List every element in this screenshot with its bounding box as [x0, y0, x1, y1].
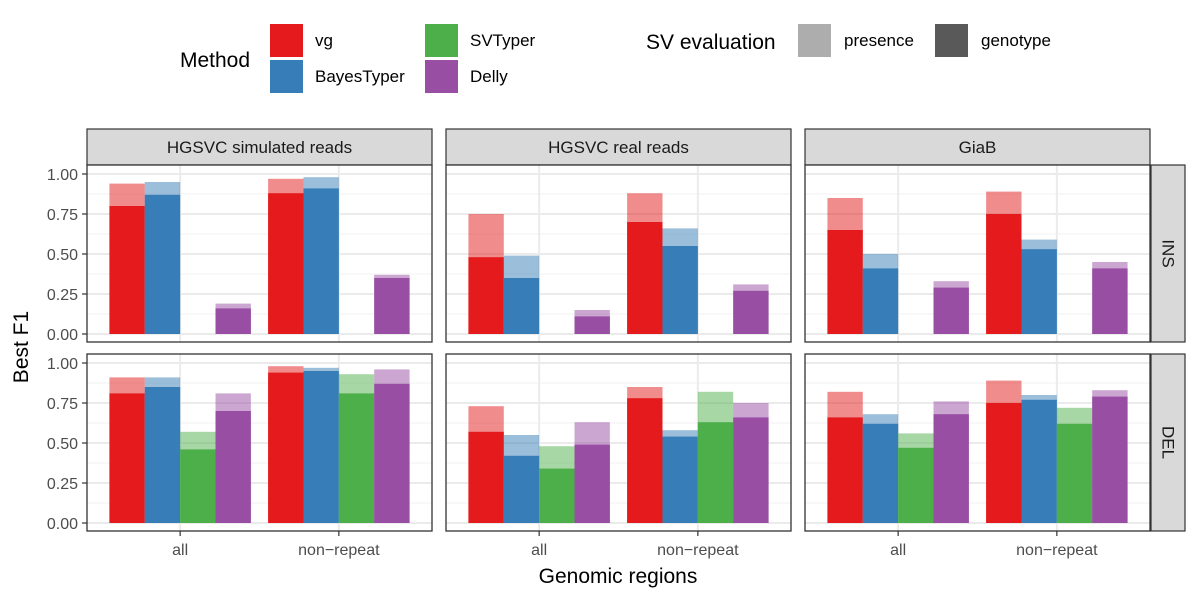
bar-genotype-svtyper-non-repeat: [338, 393, 375, 523]
y-tick-label: 0.25: [47, 476, 78, 493]
bar-genotype-delly-all: [933, 287, 969, 334]
bar-genotype-svtyper-all: [180, 449, 216, 523]
column-strip-hgsvc-real-reads: [445, 128, 792, 166]
panel-ins-giab: [804, 164, 1151, 343]
legend-swatch-vg: [270, 24, 303, 57]
panel-border: [804, 353, 1151, 532]
x-tick-label: non−repeat: [1016, 542, 1098, 559]
legend-evaluation-items: presence genotype: [798, 24, 1051, 57]
bar-genotype-vg-non-repeat: [627, 222, 663, 334]
legend-label-bayestyper: BayesTyper: [315, 67, 405, 86]
y-axis-title: Best F1: [10, 311, 33, 383]
legend-label-svtyper: SVTyper: [470, 31, 536, 50]
panel-ins-hgsvc-real-reads: [445, 164, 792, 343]
bar-genotype-svtyper-non-repeat: [1056, 423, 1093, 523]
legend-method-items: vg BayesTyper SVTyper Delly: [270, 24, 536, 93]
row-strip-label-ins: INS: [1159, 239, 1178, 267]
bar-genotype-vg-non-repeat: [986, 403, 1022, 523]
bar-genotype-vg-non-repeat: [268, 193, 304, 334]
row-strip-ins: [1150, 164, 1186, 343]
legend-evaluation-title: SV evaluation: [646, 31, 776, 54]
bar-genotype-delly-non-repeat: [374, 383, 410, 523]
legend-method-title: Method: [180, 49, 250, 72]
bar-genotype-vg-all: [827, 230, 863, 334]
panels: HGSVC simulated reads HGSVC real reads Gia…: [47, 128, 1186, 559]
bar-genotype-bayestyper-all: [144, 387, 181, 523]
bar-genotype-bayestyper-non-repeat: [1021, 399, 1057, 523]
bar-genotype-bayestyper-all: [862, 423, 899, 523]
bar-genotype-vg-non-repeat: [268, 372, 304, 523]
y-tick-label: 0.50: [47, 436, 78, 453]
bar-genotype-delly-non-repeat: [1092, 268, 1128, 334]
bar-genotype-vg-all: [468, 257, 504, 334]
x-tick-label: all: [890, 542, 906, 559]
y-tick-label: 0.75: [47, 207, 78, 224]
legend-swatch-presence: [798, 24, 831, 57]
bar-genotype-delly-non-repeat: [1092, 396, 1128, 523]
y-tick-label: 1.00: [47, 356, 78, 373]
column-strip-label-hgsvc-simulated-reads: HGSVC simulated reads: [167, 138, 352, 157]
legend-swatch-delly: [425, 60, 458, 93]
panel-ins-hgsvc-simulated-reads: 0.00 0.25 0.50 0.75 1.00: [47, 164, 433, 344]
bar-genotype-vg-all: [468, 431, 504, 523]
y-tick-label: 0.25: [47, 287, 78, 304]
panel-border: [445, 353, 792, 532]
legend-swatch-bayestyper: [270, 60, 303, 93]
legend-label-presence: presence: [844, 31, 914, 50]
legend: Method vg BayesTyper SVTyper Delly SV evalu…: [180, 24, 1051, 93]
bar-genotype-delly-all: [215, 308, 251, 334]
x-tick-label: all: [172, 542, 188, 559]
bar-genotype-svtyper-all: [898, 447, 934, 523]
bar-genotype-bayestyper-all: [144, 194, 181, 334]
y-tick-label: 0.75: [47, 396, 78, 413]
panel-border: [804, 164, 1151, 343]
bar-genotype-svtyper-non-repeat: [697, 422, 734, 523]
legend-swatch-svtyper: [425, 24, 458, 57]
column-strip-label-giab: GiaB: [959, 138, 997, 157]
y-tick-label: 0.00: [47, 327, 78, 344]
x-tick-label: non−repeat: [657, 542, 739, 559]
bar-genotype-vg-all: [827, 417, 863, 523]
bar-genotype-delly-non-repeat: [733, 417, 769, 523]
bar-genotype-delly-all: [574, 444, 610, 523]
legend-label-delly: Delly: [470, 67, 508, 86]
bar-genotype-vg-all: [109, 206, 145, 334]
bar-genotype-delly-all: [215, 411, 251, 523]
column-strip-giab: [804, 128, 1151, 166]
bar-genotype-delly-non-repeat: [733, 290, 769, 334]
bar-genotype-bayestyper-all: [862, 268, 899, 334]
bar-genotype-delly-non-repeat: [374, 278, 410, 334]
row-strip-label-del: DEL: [1159, 426, 1178, 459]
bar-genotype-bayestyper-non-repeat: [303, 371, 339, 523]
bar-genotype-bayestyper-non-repeat: [1021, 249, 1057, 334]
bar-genotype-vg-non-repeat: [986, 214, 1022, 334]
bar-genotype-bayestyper-non-repeat: [662, 246, 698, 334]
bar-genotype-bayestyper-non-repeat: [303, 188, 339, 334]
panel-del-hgsvc-simulated-reads: 0.00 0.25 0.50 0.75 1.00 all non−repeat: [47, 353, 433, 559]
bar-genotype-bayestyper-all: [503, 455, 540, 523]
bar-genotype-vg-non-repeat: [627, 398, 663, 523]
bar-genotype-svtyper-all: [539, 468, 575, 523]
panel-del-hgsvc-real-reads: all non−repeat: [445, 353, 792, 559]
legend-swatch-genotype: [935, 24, 968, 57]
bar-genotype-vg-all: [109, 393, 145, 523]
legend-label-genotype: genotype: [981, 31, 1051, 50]
y-tick-label: 1.00: [47, 167, 78, 184]
x-axis-title: Genomic regions: [539, 565, 698, 588]
bar-genotype-bayestyper-non-repeat: [662, 436, 698, 523]
bar-genotype-delly-all: [933, 414, 969, 523]
legend-label-vg: vg: [315, 31, 333, 50]
row-strip-del: [1150, 353, 1186, 532]
y-tick-label: 0.50: [47, 247, 78, 264]
bar-genotype-bayestyper-all: [503, 278, 540, 334]
y-tick-label: 0.00: [47, 516, 78, 533]
x-tick-label: all: [531, 542, 547, 559]
panel-del-giab: all non−repeat: [804, 353, 1151, 559]
panel-border: [445, 164, 792, 343]
bar-genotype-delly-all: [574, 316, 610, 334]
column-strip-hgsvc-simulated-reads: [86, 128, 433, 166]
x-tick-label: non−repeat: [298, 542, 380, 559]
column-strip-label-hgsvc-real-reads: HGSVC real reads: [548, 138, 689, 157]
